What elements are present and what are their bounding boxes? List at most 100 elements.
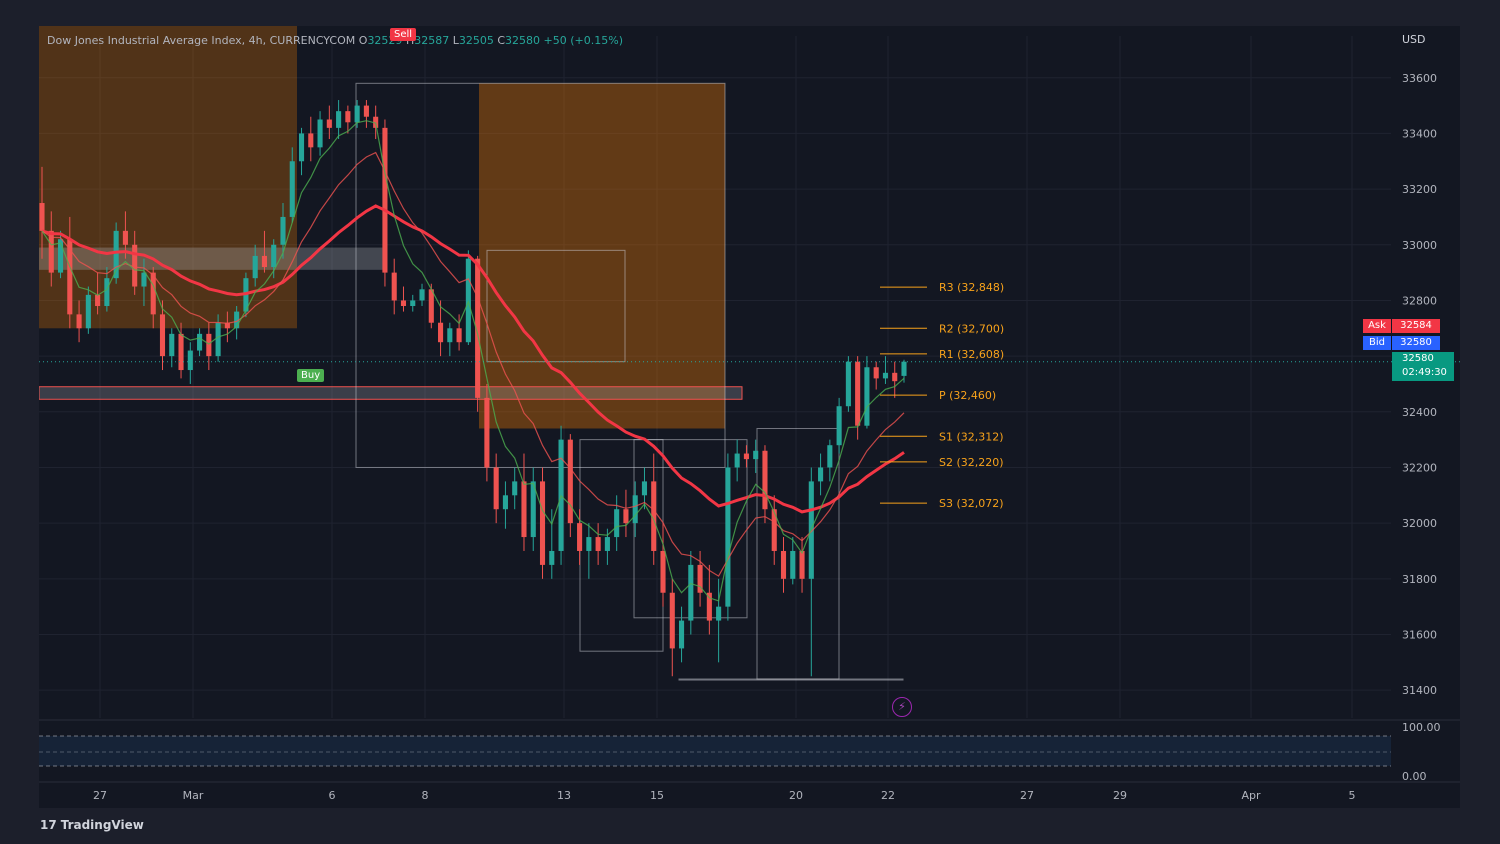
candle [178, 322, 184, 379]
candle [391, 258, 397, 315]
candle-body [132, 244, 138, 287]
candle-body [317, 119, 323, 148]
candle [169, 328, 175, 368]
candle [734, 439, 740, 482]
x-axis-label: 6 [329, 789, 336, 802]
last-price-badge: 32580 02:49:30 [1392, 352, 1454, 381]
candle [317, 111, 323, 156]
candle [716, 578, 722, 663]
pivot-label: S2 (32,220) [939, 456, 1004, 469]
candle-body [67, 239, 73, 315]
candle-body [345, 111, 351, 123]
candle [382, 119, 388, 287]
oscillator-band [39, 736, 1391, 766]
candle-body [271, 244, 277, 268]
candle [780, 537, 787, 593]
x-axis-label: Mar [183, 789, 204, 802]
candle [725, 453, 731, 621]
price-chart[interactable]: R3 (32,848) R2 (32,700) R1 (32,608) P (32,4… [39, 26, 1460, 808]
candle-body [827, 445, 833, 468]
candle-body [836, 406, 842, 446]
candle-body [512, 481, 518, 496]
candle-body [697, 564, 703, 593]
symbol-title: Dow Jones Industrial Average Index, 4h, … [47, 34, 356, 47]
candle-body [604, 537, 610, 551]
candle-body [391, 272, 397, 301]
candle-body [882, 372, 889, 379]
candle [836, 397, 842, 454]
candle [845, 356, 851, 412]
candle-body [873, 367, 879, 379]
candle [586, 523, 592, 579]
candle [882, 356, 889, 384]
candle [808, 467, 814, 677]
candle [892, 361, 898, 398]
candle [678, 606, 685, 663]
candle [818, 453, 824, 496]
candle [76, 300, 82, 343]
chart-panel[interactable]: R3 (32,848) R2 (32,700) R1 (32,608) P (32,4… [39, 26, 1460, 808]
candle [345, 105, 351, 134]
tradingview-logo[interactable]: 17 TradingView [40, 818, 144, 832]
candle-body [595, 537, 601, 551]
y-axis-label: 32200 [1402, 461, 1437, 474]
candle-body [632, 495, 638, 524]
candle-body [734, 453, 740, 468]
candle-body [623, 509, 629, 524]
candle-body [706, 592, 712, 621]
y-axis-label: 33000 [1402, 239, 1437, 252]
candle [688, 550, 694, 635]
x-axis-label: 27 [1020, 789, 1034, 802]
y-axis-label: 31800 [1402, 573, 1437, 586]
candle-body [308, 133, 314, 148]
candle [456, 314, 462, 351]
candle-body [159, 314, 166, 357]
candle [326, 105, 332, 139]
candle-body [141, 272, 147, 287]
candle [39, 166, 45, 259]
candle-body [104, 278, 110, 307]
candle [400, 286, 407, 312]
candle-body [382, 127, 388, 273]
candle [660, 523, 666, 607]
candle [336, 100, 342, 139]
candle-body [336, 111, 342, 128]
candle-body [484, 397, 490, 468]
candle [697, 550, 703, 607]
candle [373, 105, 379, 139]
candle-body [678, 620, 685, 649]
high-value: 32587 [414, 34, 450, 47]
candle-body [438, 322, 444, 343]
tv-logo-icon: 17 [40, 818, 57, 832]
candle-body [289, 161, 295, 217]
y-axis-label: 31400 [1402, 684, 1437, 697]
ask-price: 32584 [1392, 319, 1440, 333]
candle-body [651, 481, 657, 551]
candle-body [762, 450, 768, 510]
candle [197, 328, 203, 357]
brand-name: TradingView [60, 818, 144, 832]
bar-countdown: 02:49:30 [1402, 367, 1447, 378]
candle-body [178, 333, 184, 371]
x-axis-label: 20 [789, 789, 803, 802]
currency-label[interactable]: USD [1402, 33, 1426, 46]
candle-body [252, 255, 258, 279]
y-axis-label: 33200 [1402, 183, 1437, 196]
y-axis-label: 32400 [1402, 406, 1437, 419]
candle-body [354, 105, 360, 123]
oscillator-label: 100.00 [1402, 721, 1441, 734]
sell-signal: Sell [390, 28, 417, 41]
bid-price: 32580 [1392, 336, 1440, 350]
candle-body [57, 239, 64, 273]
candle-body [549, 550, 555, 565]
candle-body [234, 311, 240, 329]
candle [438, 300, 444, 357]
candle [428, 283, 434, 329]
candle [234, 306, 240, 340]
oscillator-label: 0.00 [1402, 770, 1427, 783]
candle [539, 467, 546, 579]
candle [224, 311, 230, 343]
lightning-icon[interactable]: ⚡ [892, 697, 912, 717]
candle-body [567, 439, 573, 524]
candle [873, 361, 879, 390]
